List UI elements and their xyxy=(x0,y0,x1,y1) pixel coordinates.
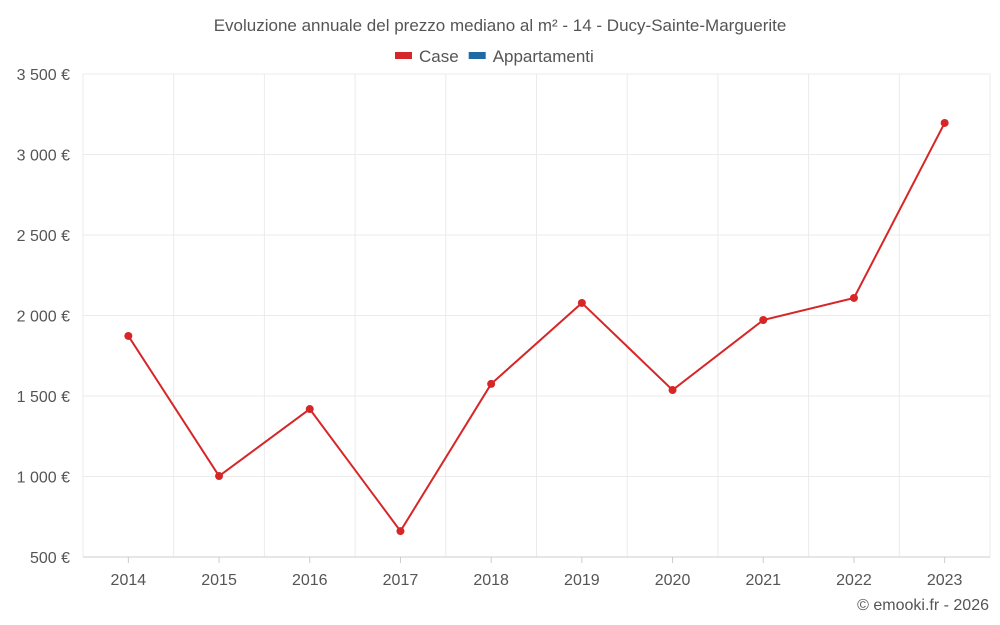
legend-label-case: Case xyxy=(419,47,459,66)
y-tick-label: 3 000 € xyxy=(17,148,70,165)
data-point-2023 xyxy=(940,118,949,127)
data-point-2018 xyxy=(487,379,496,388)
x-tick-label: 2019 xyxy=(564,572,600,589)
data-point-2021 xyxy=(759,316,768,325)
y-tick-label: 2 500 € xyxy=(17,228,70,245)
data-point-2019 xyxy=(577,298,586,307)
data-point-2016 xyxy=(305,405,314,414)
x-tick-label: 2023 xyxy=(927,572,963,589)
x-tick-label: 2018 xyxy=(473,572,509,589)
data-point-2022 xyxy=(849,293,858,302)
legend-label-appartamenti: Appartamenti xyxy=(493,47,594,66)
y-tick-label: 3 500 € xyxy=(17,67,70,84)
credit: © emooki.fr - 2026 xyxy=(857,597,989,614)
chart-title: Evoluzione annuale del prezzo mediano al… xyxy=(214,16,787,35)
y-tick-label: 1 000 € xyxy=(17,470,70,487)
data-point-2017 xyxy=(396,527,405,536)
x-tick-label: 2015 xyxy=(201,572,237,589)
x-tick-label: 2020 xyxy=(655,572,691,589)
legend-swatch-appartamenti xyxy=(468,52,486,59)
series-line-case xyxy=(127,122,946,533)
y-tick-label: 500 € xyxy=(30,550,70,567)
x-tick-label: 2017 xyxy=(383,572,419,589)
legend-swatch-case xyxy=(395,52,412,59)
data-point-2020 xyxy=(668,386,677,395)
y-tick-label: 1 500 € xyxy=(17,389,70,406)
data-point-2014 xyxy=(124,331,133,340)
x-tick-label: 2016 xyxy=(292,572,328,589)
y-tick-label: 2 000 € xyxy=(17,309,70,326)
legend: Case Appartamenti xyxy=(395,47,594,66)
x-tick-label: 2014 xyxy=(111,572,147,589)
x-tick-label: 2021 xyxy=(745,572,781,589)
data-point-2015 xyxy=(215,472,224,481)
x-tick-label: 2022 xyxy=(836,572,872,589)
